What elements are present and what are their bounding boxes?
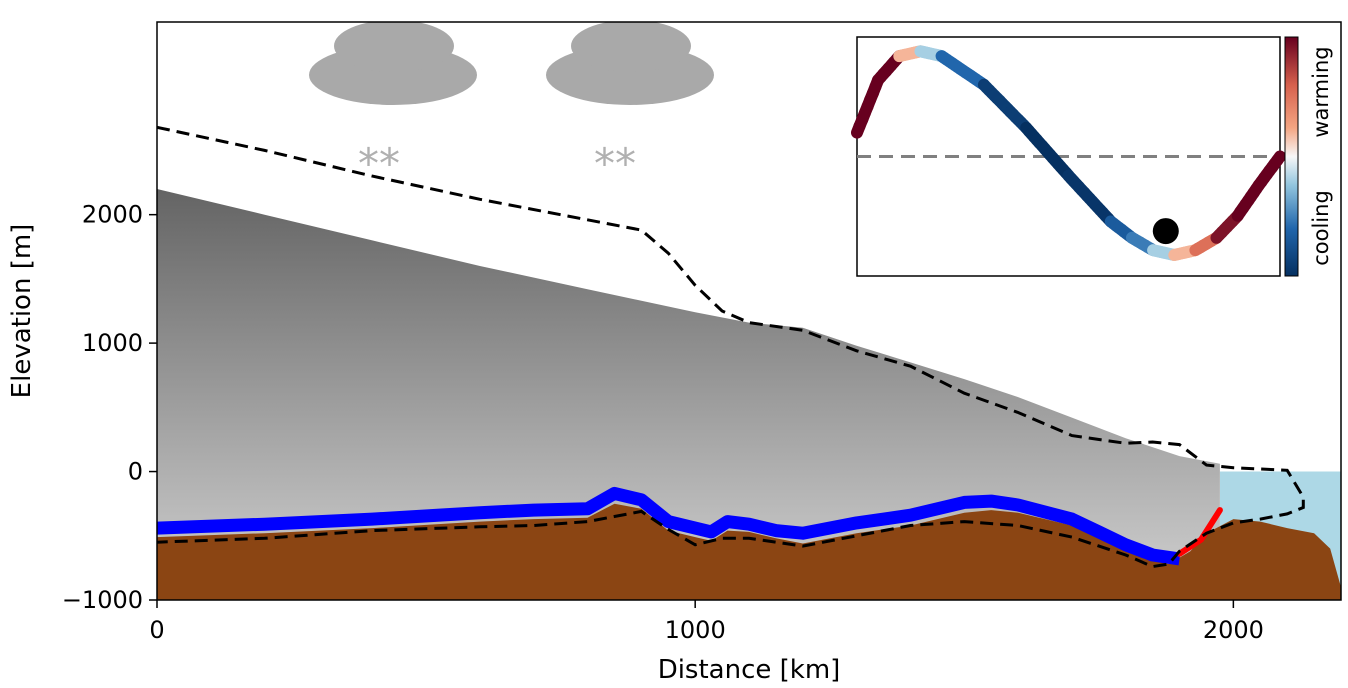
axes-frame xyxy=(156,21,1342,601)
x-tick-label: 2000 xyxy=(1203,616,1264,644)
colorbar xyxy=(1284,36,1299,277)
grounding-zone-highlight xyxy=(1176,507,1223,557)
y-axis-ticks: −1000 0 1000 2000 xyxy=(62,201,157,614)
snow-symbols: ** xyxy=(358,139,400,188)
ice-sheet-area xyxy=(157,189,1220,600)
cloud-icon xyxy=(309,22,477,105)
x-axis-title: Distance [km] xyxy=(658,655,841,685)
colorbar-label-warming: warming xyxy=(1309,46,1333,137)
x-tick-label: 0 xyxy=(149,616,164,644)
x-tick-label: 1000 xyxy=(665,616,726,644)
basal-water-line xyxy=(157,486,1181,566)
y-axis-title: Elevation [m] xyxy=(7,224,37,399)
inset-chart: warming cooling xyxy=(851,36,1333,277)
y-tick-label: 1000 xyxy=(82,329,143,357)
x-axis-ticks: 0 1000 2000 xyxy=(149,600,1264,644)
y-tick-label: 2000 xyxy=(82,201,143,229)
bedrock-area xyxy=(157,503,1341,600)
colorbar-label-cooling: cooling xyxy=(1309,190,1333,266)
inset-current-state-marker xyxy=(1152,218,1179,245)
inset-response-curve xyxy=(851,45,1286,261)
inset-curve-segment xyxy=(1271,150,1286,167)
cloud-icon xyxy=(546,22,714,105)
snow-symbols: ** xyxy=(594,139,636,188)
y-tick-label: 0 xyxy=(128,458,143,486)
y-tick-label: −1000 xyxy=(62,586,143,614)
